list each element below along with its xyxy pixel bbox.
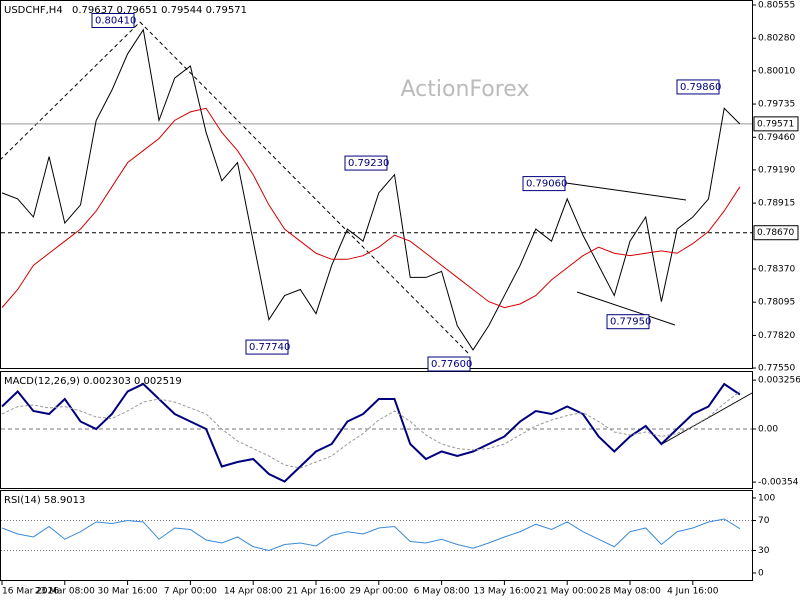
x-tick-label: 30 Mar 16:00 [98, 587, 158, 597]
watermark: ActionForex [401, 77, 530, 102]
rsi-pane [0, 490, 753, 581]
annotation-box [245, 339, 289, 355]
x-tick-label: 14 Apr 08:00 [224, 587, 283, 597]
y-tick-label: 100 [758, 493, 775, 503]
series-line [1, 518, 741, 551]
series-line [1, 391, 741, 469]
y-tick-label: 0.78370 [758, 264, 795, 274]
annotation-box [427, 356, 471, 372]
level-label-box [753, 225, 799, 241]
trendline [565, 182, 687, 201]
x-tick-label: 21 Apr 16:00 [287, 587, 346, 597]
y-tick-label: 0.77820 [758, 331, 795, 341]
price-pane [0, 0, 753, 369]
y-tick-label: 0.80280 [758, 34, 795, 44]
trendlines [0, 21, 753, 445]
y-tick-label: 0.77550 [758, 364, 795, 374]
trendline [0, 21, 141, 161]
y-tick-label: 30 [758, 546, 770, 556]
annotation-box [344, 155, 388, 171]
series-line [1, 382, 741, 483]
level-label: 0.79571 [757, 119, 794, 129]
pane-title: RSI(14) 58.9013 [4, 495, 85, 506]
series-line [1, 107, 741, 309]
level-label: 0.78670 [757, 228, 794, 238]
x-tick-label: 21 May 00:00 [536, 587, 598, 597]
x-tick-label: 7 Apr 00:00 [164, 587, 217, 597]
annotation-label: 0.77740 [249, 342, 290, 353]
series-line [1, 28, 741, 351]
y-tick-label: 0.80010 [758, 66, 795, 76]
y-tick-label: -0.00354 [758, 478, 799, 488]
y-tick-label: 0.00 [758, 425, 778, 435]
annotation-box [522, 176, 566, 192]
y-tick-label: 0.79460 [758, 133, 795, 143]
annotation-label: 0.79060 [526, 179, 567, 190]
pane-title: USDCHF,H4 [4, 5, 63, 16]
x-tick-label: 13 May 16:00 [474, 587, 536, 597]
y-tick-label: 0 [758, 568, 764, 578]
x-tick-label: 29 Apr 00:00 [349, 587, 408, 597]
annotation-box [676, 79, 720, 95]
annotation-label: 0.77600 [431, 359, 472, 370]
y-tick-label: 0.78095 [758, 298, 795, 308]
annotation-label: 0.79860 [680, 82, 721, 93]
y-tick-label: 0.003256 [758, 376, 800, 386]
y-tick-label: 0.79190 [758, 165, 795, 175]
annotation-label: 0.79230 [348, 158, 389, 169]
macd-pane [0, 371, 753, 489]
pane-subtitle: 0.79637 0.79651 0.79544 0.79571 [72, 5, 247, 16]
x-tick-label: 28 May 08:00 [599, 587, 661, 597]
y-tick-label: 0.80555 [758, 0, 795, 10]
annotation-label: 0.80410 [95, 16, 136, 27]
x-tick-label: 4 Jun 16:00 [667, 587, 719, 597]
trendline [139, 21, 471, 356]
trendline [576, 291, 676, 326]
x-tick-label: 23 Mar 08:00 [35, 587, 95, 597]
level-label-box [753, 116, 799, 132]
annotation-label: 0.77950 [610, 317, 651, 328]
pane-title: MACD(12,26,9) 0.002303 0.002519 [4, 376, 182, 387]
x-tick-label: 6 May 08:00 [414, 587, 470, 597]
trendline [661, 392, 753, 445]
annotation-box [606, 314, 650, 330]
x-tick-label: 16 Mar 2026 [2, 587, 59, 597]
annotation-box [91, 13, 135, 29]
y-tick-label: 0.79735 [758, 100, 795, 110]
y-tick-label: 70 [758, 516, 770, 526]
y-tick-label: 0.78915 [758, 199, 795, 209]
